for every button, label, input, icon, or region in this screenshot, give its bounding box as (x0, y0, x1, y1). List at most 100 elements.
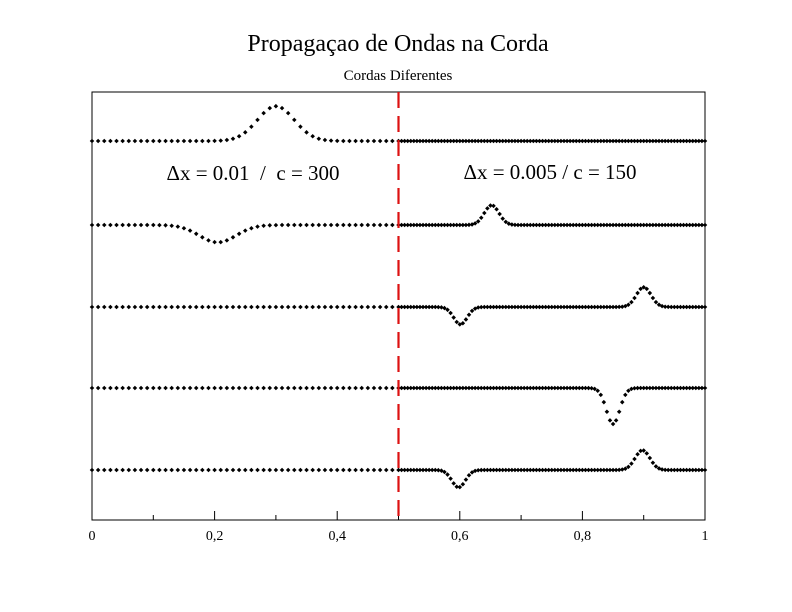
data-point (472, 221, 478, 226)
data-point (334, 467, 340, 473)
data-point (589, 467, 594, 473)
data-point (445, 307, 450, 313)
data-point (169, 467, 174, 473)
data-point (702, 385, 708, 391)
data-point (175, 138, 181, 144)
data-point (494, 304, 499, 310)
data-point (316, 222, 322, 228)
data-point (635, 290, 640, 296)
series-snapshot-5 (89, 448, 708, 490)
chart-title: Propagaçao de Ondas na Corda (247, 31, 549, 57)
data-point (218, 304, 223, 310)
data-point (144, 467, 150, 473)
data-point (607, 304, 613, 310)
data-point (138, 138, 144, 144)
data-point (255, 224, 260, 229)
data-point (328, 385, 334, 391)
data-point (460, 481, 466, 487)
data-point (273, 222, 279, 228)
data-point (101, 385, 107, 391)
data-point (132, 385, 138, 391)
data-point (586, 304, 591, 310)
data-point (555, 467, 561, 473)
data-point (200, 385, 205, 391)
data-point (169, 138, 174, 144)
data-point (396, 467, 401, 473)
data-point (613, 304, 619, 310)
data-point (478, 215, 484, 221)
data-point (509, 467, 515, 473)
data-point (638, 385, 643, 391)
data-point (193, 304, 199, 310)
data-point (255, 385, 260, 391)
data-point (206, 238, 211, 243)
data-point (580, 385, 585, 391)
data-point (647, 290, 653, 296)
data-point (126, 385, 132, 391)
data-point (359, 304, 364, 310)
data-point (629, 299, 634, 305)
data-point (635, 451, 640, 457)
data-point (583, 304, 588, 310)
data-point (604, 304, 610, 310)
data-point (552, 304, 558, 310)
data-point (463, 385, 469, 391)
data-point (163, 223, 168, 228)
data-point (521, 385, 527, 391)
data-point (249, 124, 254, 129)
data-point (454, 319, 459, 325)
data-point (607, 467, 613, 473)
data-point (549, 467, 555, 473)
data-point (531, 467, 536, 473)
data-point (304, 385, 309, 391)
data-point (273, 385, 279, 391)
data-point (433, 385, 438, 391)
data-point (546, 385, 551, 391)
data-point (242, 130, 248, 135)
data-point (610, 467, 616, 473)
data-point (534, 304, 539, 310)
data-point (641, 385, 646, 391)
data-point (347, 385, 352, 391)
x-axis: 0 0,2 0,4 0,6 0,8 1 (89, 511, 709, 544)
data-point (472, 468, 478, 474)
data-point (200, 467, 205, 473)
data-point (304, 130, 309, 135)
data-point (405, 304, 410, 310)
data-point (451, 315, 456, 320)
data-point (442, 469, 447, 475)
data-point (377, 304, 383, 310)
data-point (255, 304, 260, 310)
data-point (558, 467, 564, 473)
data-point (451, 385, 456, 391)
data-point (543, 467, 548, 473)
data-point (230, 467, 236, 473)
data-point (570, 304, 576, 310)
data-point (163, 467, 168, 473)
data-point (469, 385, 475, 391)
data-point (445, 385, 450, 391)
data-point (390, 385, 395, 391)
x-tick-label: 0,4 (328, 529, 346, 544)
data-point (341, 222, 346, 228)
data-point (181, 385, 187, 391)
data-point (193, 138, 199, 144)
series-snapshot-3 (89, 285, 708, 327)
data-point (644, 286, 650, 292)
data-point (138, 385, 144, 391)
data-point (249, 304, 254, 310)
data-point (114, 385, 119, 391)
data-point (577, 385, 582, 391)
data-point (469, 308, 475, 314)
data-point (460, 321, 466, 326)
data-point (95, 467, 101, 473)
data-point (678, 385, 683, 391)
data-point (411, 304, 417, 310)
data-point (555, 385, 561, 391)
data-point (500, 385, 505, 391)
data-point (626, 464, 631, 470)
data-point (236, 385, 242, 391)
data-point (702, 467, 708, 473)
data-point (322, 222, 328, 228)
data-point (108, 138, 113, 144)
